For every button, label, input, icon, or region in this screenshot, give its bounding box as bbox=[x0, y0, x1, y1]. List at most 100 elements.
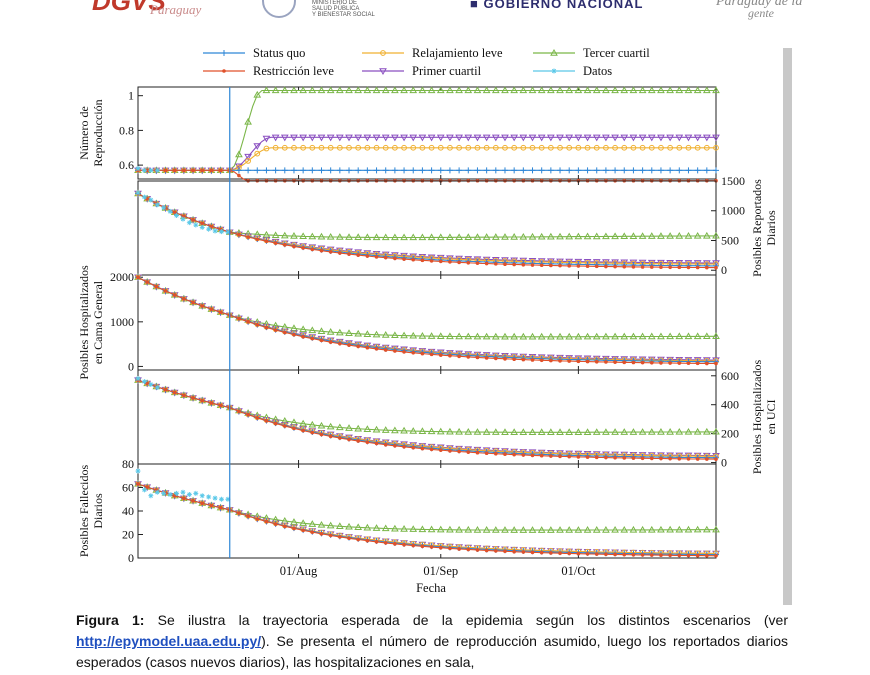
marker-reportados-primer_cuartil-102 bbox=[602, 259, 610, 267]
datos-point-reproduccion-3 bbox=[154, 167, 160, 173]
marker-cama_general-tercer_cuartil-106 bbox=[620, 332, 629, 340]
marker-cama_general-restriccion_leve-28 bbox=[264, 325, 269, 330]
datos-point-reportados-2 bbox=[148, 197, 154, 203]
marker-reproduccion-primer_cuartil-34 bbox=[290, 134, 298, 142]
series-markers-reproduccion-restriccion_leve bbox=[136, 168, 718, 183]
datos-point-fallecidos-11 bbox=[206, 494, 212, 500]
marker-fallecidos-tercer_cuartil-98 bbox=[583, 526, 592, 533]
marker-cama_general-restriccion_leve-14 bbox=[200, 304, 205, 308]
marker-reportados-restriccion_leve-34 bbox=[292, 244, 296, 249]
marker-uci-tercer_cuartil-116 bbox=[666, 428, 674, 435]
epymodel-link[interactable]: http://epymodel.uaa.edu.py/ bbox=[76, 633, 262, 649]
marker-cama_general-restriccion_leve-54 bbox=[383, 348, 388, 352]
marker-fallecidos-restriccion_leve-102 bbox=[604, 552, 608, 557]
marker-reproduccion-primer_cuartil-48 bbox=[354, 134, 363, 142]
marker-reproduccion-status_quo-38 bbox=[309, 167, 316, 174]
marker-uci-restriccion_leve-72 bbox=[466, 450, 471, 454]
marker-uci-restriccion_leve-90 bbox=[549, 454, 553, 458]
marker-cama_general-tercer_cuartil-90 bbox=[546, 332, 555, 340]
marker-uci-restriccion_leve-70 bbox=[457, 449, 461, 454]
marker-reproduccion-primer_cuartil-28 bbox=[262, 135, 271, 143]
marker-cama_general-restriccion_leve-104 bbox=[613, 360, 617, 364]
marker-cama_general-tercer_cuartil-118 bbox=[675, 332, 684, 340]
series-markers-cama_general-restriccion_leve bbox=[136, 275, 718, 366]
panel-frame-reproduccion bbox=[137, 86, 717, 180]
xtick-label-1: 01/Sep bbox=[423, 564, 458, 578]
marker-uci-restriccion_leve-54 bbox=[383, 442, 388, 447]
marker-reportados-restriccion_leve-120 bbox=[686, 265, 691, 270]
marker-cama_general-tercer_cuartil-98 bbox=[583, 332, 592, 340]
series-line-cama_general-restriccion_leve bbox=[137, 276, 716, 365]
marker-reproduccion-relajamiento_leve-90 bbox=[547, 144, 554, 151]
marker-fallecidos-restriccion_leve-56 bbox=[393, 542, 397, 546]
marker-uci-restriccion_leve-64 bbox=[429, 447, 434, 452]
marker-reproduccion-primer_cuartil-124 bbox=[702, 134, 711, 142]
marker-reportados-tercer_cuartil-116 bbox=[666, 232, 674, 239]
legend-label-primer_cuartil: Primer cuartil bbox=[412, 64, 482, 78]
marker-cama_general-restriccion_leve-52 bbox=[374, 347, 379, 351]
marker-fallecidos-tercer_cuartil-54 bbox=[381, 524, 390, 532]
marker-uci-tercer_cuartil-36 bbox=[299, 419, 308, 427]
marker-cama_general-tercer_cuartil-38 bbox=[308, 326, 317, 334]
marker-reproduccion-primer_cuartil-100 bbox=[592, 134, 601, 142]
marker-fallecidos-restriccion_leve-28 bbox=[264, 519, 269, 524]
marker-reproduccion-status_quo-84 bbox=[520, 167, 527, 174]
marker-reproduccion-relajamiento_leve-64 bbox=[428, 144, 435, 151]
marker-fallecidos-tercer_cuartil-116 bbox=[666, 525, 674, 533]
series-line-reportados-relajamiento_leve bbox=[137, 193, 716, 265]
marker-fallecidos-restriccion_leve-110 bbox=[640, 553, 645, 557]
marker-uci-tercer_cuartil-68 bbox=[446, 427, 454, 435]
marker-uci-restriccion_leve-2 bbox=[145, 381, 149, 386]
datos-point-uci-3 bbox=[154, 384, 160, 390]
marker-cama_general-tercer_cuartil-80 bbox=[501, 332, 509, 340]
datos-point-fallecidos-0 bbox=[135, 468, 141, 474]
marker-uci-restriccion_leve-110 bbox=[640, 456, 645, 461]
marker-cama_general-restriccion_leve-122 bbox=[695, 361, 700, 366]
marker-cama_general-restriccion_leve-98 bbox=[585, 359, 590, 364]
marker-cama_general-restriccion_leve-88 bbox=[539, 358, 544, 363]
marker-cama_general-restriccion_leve-114 bbox=[659, 361, 663, 365]
marker-reportados-primer_cuartil-88 bbox=[537, 258, 546, 265]
marker-reportados-primer_cuartil-126 bbox=[712, 260, 720, 267]
marker-reproduccion-relajamiento_leve-40 bbox=[318, 144, 325, 151]
marker-uci-tercer_cuartil-94 bbox=[565, 428, 574, 435]
marker-fallecidos-tercer_cuartil-44 bbox=[335, 522, 344, 529]
marker-fallecidos-tercer_cuartil-84 bbox=[519, 526, 528, 533]
marker-reproduccion-tercer_cuartil-78 bbox=[491, 86, 500, 94]
marker-reproduccion-relajamiento_leve-104 bbox=[612, 144, 618, 151]
marker-fallecidos-tercer_cuartil-108 bbox=[629, 525, 638, 533]
marker-reportados-tercer_cuartil-98 bbox=[583, 232, 592, 240]
marker-fallecidos-tercer_cuartil-86 bbox=[528, 526, 537, 533]
marker-fallecidos-tercer_cuartil-102 bbox=[602, 526, 610, 533]
vertical-scrollbar[interactable] bbox=[783, 48, 792, 605]
marker-fallecidos-tercer_cuartil-96 bbox=[574, 526, 583, 533]
marker-cama_general-restriccion_leve-44 bbox=[338, 341, 342, 346]
marker-cama_general-tercer_cuartil-64 bbox=[427, 332, 436, 339]
marker-reproduccion-status_quo-70 bbox=[456, 167, 463, 174]
datos-point-fallecidos-2 bbox=[148, 493, 154, 499]
ylabel-cama_general-0: Posibles Hospitalizados bbox=[77, 265, 91, 380]
marker-fallecidos-restriccion_leve-68 bbox=[448, 546, 452, 551]
marker-reportados-restriccion_leve-104 bbox=[613, 264, 617, 269]
marker-reproduccion-primer_cuartil-58 bbox=[400, 134, 408, 142]
marker-reproduccion-primer_cuartil-120 bbox=[684, 134, 693, 142]
marker-uci-restriccion_leve-102 bbox=[604, 455, 608, 460]
marker-reportados-restriccion_leve-30 bbox=[273, 241, 278, 245]
marker-reproduccion-relajamiento_leve-118 bbox=[676, 144, 683, 151]
marker-reportados-tercer_cuartil-40 bbox=[317, 232, 326, 240]
datos-uci bbox=[135, 376, 160, 390]
marker-fallecidos-restriccion_leve-116 bbox=[668, 553, 672, 558]
marker-fallecidos-restriccion_leve-72 bbox=[466, 547, 471, 552]
x-axis: 01/Aug 01/Sep 01/Oct Fecha bbox=[280, 564, 596, 595]
marker-cama_general-restriccion_leve-2 bbox=[145, 280, 149, 284]
marker-reportados-tercer_cuartil-106 bbox=[620, 232, 629, 240]
datos-point-fallecidos-7 bbox=[180, 489, 186, 495]
marker-fallecidos-restriccion_leve-36 bbox=[301, 528, 305, 533]
marker-reproduccion-status_quo-22 bbox=[235, 167, 242, 174]
marker-reportados-restriccion_leve-116 bbox=[668, 265, 672, 270]
marker-reportados-tercer_cuartil-86 bbox=[528, 232, 537, 240]
marker-reportados-tercer_cuartil-100 bbox=[592, 232, 601, 240]
marker-fallecidos-tercer_cuartil-68 bbox=[446, 525, 454, 533]
marker-reproduccion-primer_cuartil-74 bbox=[473, 134, 482, 142]
marker-uci-restriccion_leve-108 bbox=[631, 456, 636, 460]
